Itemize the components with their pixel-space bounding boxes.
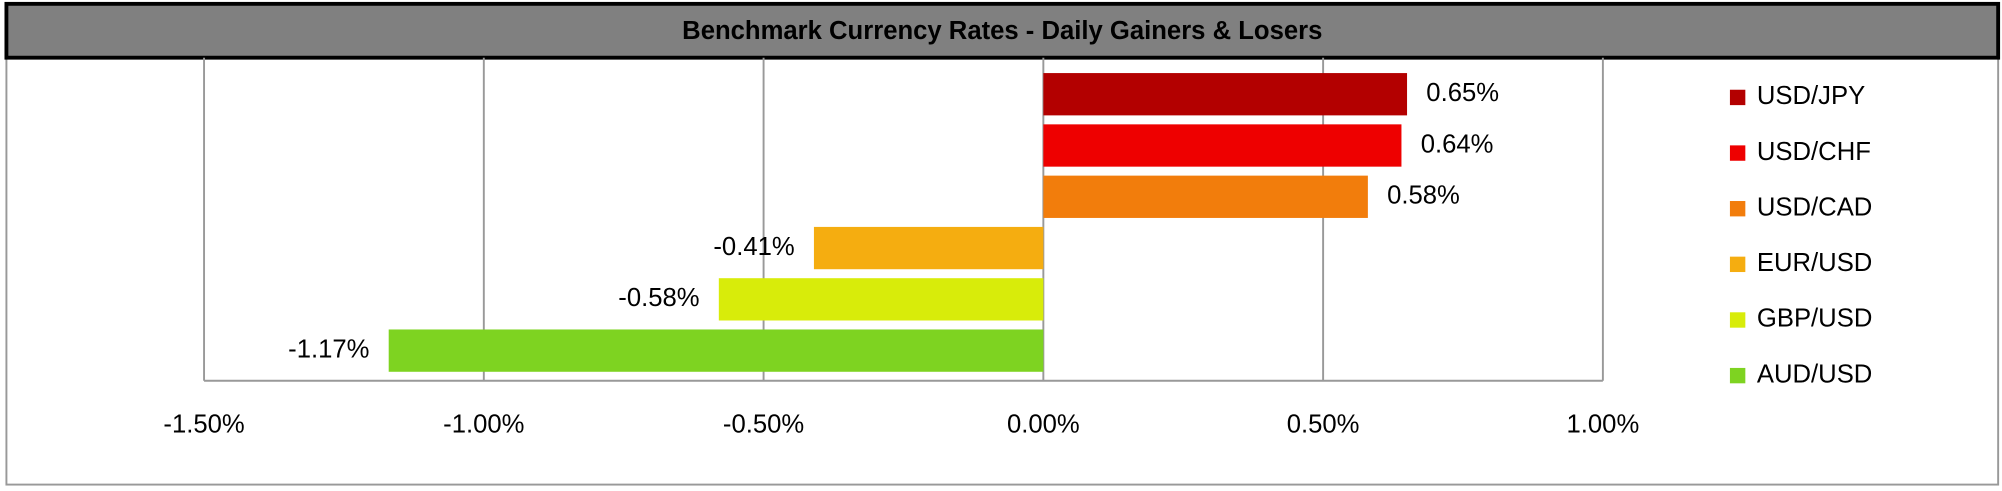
legend-label: USD/CHF bbox=[1757, 138, 1871, 166]
legend-swatch bbox=[1729, 201, 1746, 217]
value-label: -0.58% bbox=[618, 284, 699, 312]
legend-swatch bbox=[1729, 256, 1746, 273]
legend-label: USD/JPY bbox=[1757, 82, 1865, 110]
bar bbox=[813, 226, 1044, 270]
chart-title: Benchmark Currency Rates - Daily Gainers… bbox=[682, 17, 1322, 45]
legend-swatch bbox=[1729, 145, 1746, 161]
value-label: 0.58% bbox=[1387, 182, 1460, 210]
x-tick-label: 0.50% bbox=[1287, 410, 1360, 438]
legend-label: GBP/USD bbox=[1757, 305, 1872, 333]
x-tick-label: -0.50% bbox=[723, 410, 804, 438]
legend-swatch bbox=[1729, 367, 1746, 384]
bar bbox=[1043, 175, 1368, 218]
legend-swatch bbox=[1729, 312, 1746, 328]
value-label: -1.17% bbox=[288, 335, 369, 363]
bar bbox=[1043, 73, 1408, 116]
value-label: -0.41% bbox=[713, 233, 794, 261]
chart-frame bbox=[5, 56, 2000, 486]
legend-label: EUR/USD bbox=[1757, 249, 1872, 277]
x-tick-label: -1.50% bbox=[163, 410, 244, 438]
bar bbox=[718, 278, 1044, 321]
value-label: 0.65% bbox=[1426, 79, 1499, 107]
bar bbox=[1043, 124, 1402, 167]
x-tick-label: 1.00% bbox=[1567, 410, 1640, 438]
title-bar bbox=[4, 1, 2001, 60]
legend-label: USD/CAD bbox=[1757, 193, 1872, 221]
x-tick-label: 0.00% bbox=[1007, 410, 1080, 438]
legend-swatch bbox=[1729, 89, 1746, 106]
bar bbox=[388, 329, 1044, 372]
legend-label: AUD/USD bbox=[1757, 360, 1872, 388]
value-label: 0.64% bbox=[1421, 130, 1494, 158]
x-tick-label: -1.00% bbox=[443, 410, 524, 438]
